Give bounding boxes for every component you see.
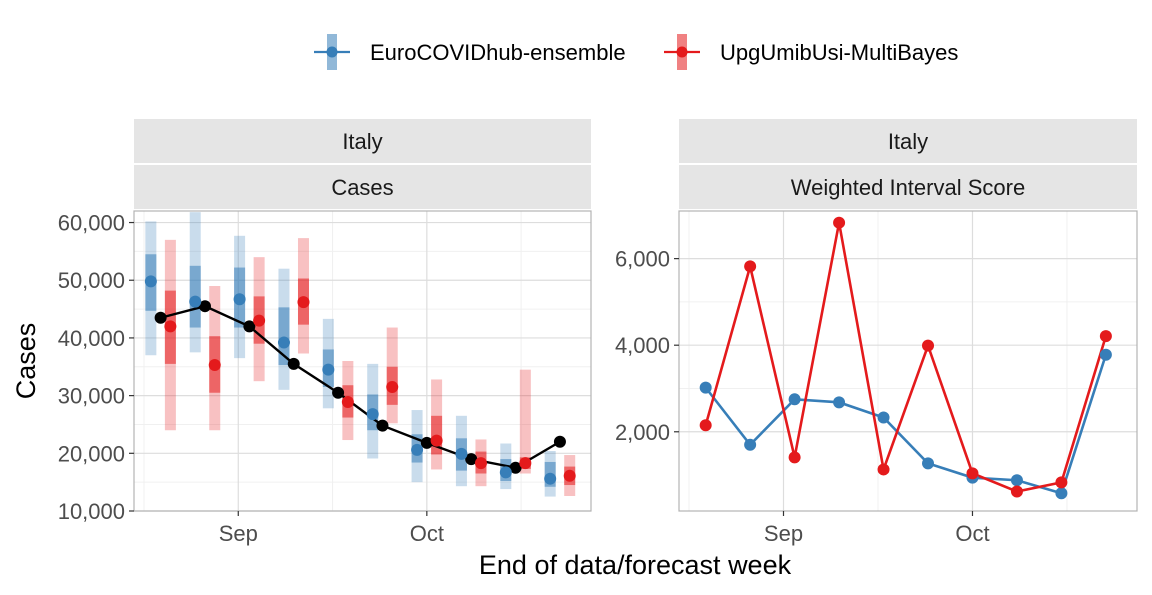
x-tick-label: Sep [764,521,803,546]
legend-label-multibayes: UpgUmibUsi-MultiBayes [720,40,958,65]
observed-point [198,300,211,313]
inner-interval-ensemble [278,307,290,366]
strip-bottom-wis-label: Weighted Interval Score [791,175,1025,200]
median-point-ensemble [455,447,468,460]
median-point-ensemble [499,466,512,479]
median-point-multibayes [253,314,266,327]
strip-bottom-wis [679,165,1137,209]
median-point-multibayes [164,320,177,333]
score-point-multibayes [699,419,712,432]
median-point-multibayes [297,296,310,309]
score-point-multibayes [877,463,890,476]
score-point-multibayes [788,451,801,464]
median-point-ensemble [144,275,157,288]
score-point-ensemble [1055,487,1068,500]
y-tick-label: 4,000 [615,333,670,358]
score-points-wis [699,216,1112,500]
legend-key-multibayes-point [676,46,688,58]
plot-border-cases [133,210,592,512]
median-point-multibayes [208,359,221,372]
y-axis-title-cases: Cases [11,323,41,400]
median-points-cases [144,275,576,485]
median-point-multibayes [563,469,576,482]
score-point-ensemble [699,381,712,394]
plot-border-wis [678,210,1138,512]
observed-point [154,311,167,324]
median-point-ensemble [366,408,379,421]
score-point-ensemble [788,393,801,406]
strip-top-cases-label: Italy [342,129,382,154]
y-tick-label: 40,000 [58,326,125,351]
strip-top-wis [679,119,1137,163]
score-point-multibayes [833,216,846,229]
y-tick-label: 2,000 [615,420,670,445]
median-point-multibayes [519,457,532,470]
median-point-multibayes [341,395,354,408]
grid-wis [679,211,1137,511]
observed-line [160,304,561,469]
median-point-ensemble [277,336,290,349]
plot-area-wis [679,211,1137,511]
score-point-ensemble [877,411,890,424]
outer-interval-multibayes [519,369,531,474]
median-point-ensemble [411,443,424,456]
x-axis-wis: Sep Oct [764,511,990,546]
strip-bottom-cases-label: Cases [331,175,393,200]
score-point-multibayes [1099,330,1112,343]
score-point-ensemble [1010,474,1023,487]
x-tick-label: Oct [410,521,444,546]
y-tick-label: 50,000 [58,268,125,293]
observed-point [509,461,522,474]
observed-series-cases [154,300,566,474]
observed-point [465,453,478,466]
panel-wis: Italy Weighted Interval Score 2,000 4,000… [615,119,1138,546]
median-point-multibayes [430,434,443,447]
y-tick-label: 20,000 [58,441,125,466]
observed-point [332,386,345,399]
panel-cases: Italy Cases 10,000 20,000 30,000 40,000 50,0… [11,119,592,546]
legend-item-ensemble: EuroCOVIDhub-ensemble [314,34,626,70]
strip-top-cases [134,119,591,163]
y-axis-wis: 2,000 4,000 6,000 [615,247,679,445]
score-point-multibayes [966,467,979,480]
y-tick-label: 60,000 [58,211,125,236]
legend-item-multibayes: UpgUmibUsi-MultiBayes [664,34,958,70]
strip-bottom-cases [134,165,591,209]
observed-point [243,320,256,333]
median-point-ensemble [189,295,202,308]
score-point-multibayes [1010,485,1023,498]
observed-point [376,419,389,432]
median-point-ensemble [322,363,335,376]
score-point-multibayes [1055,476,1068,489]
x-axis-cases: Sep Oct [219,511,444,546]
x-axis-title: End of data/forecast week [479,550,792,580]
score-point-multibayes [744,260,757,273]
score-point-ensemble [833,396,846,409]
y-axis-cases: 10,000 20,000 30,000 40,000 50,000 60,000 [58,211,134,524]
y-tick-label: 30,000 [58,384,125,409]
median-point-ensemble [233,293,246,306]
legend-label-ensemble: EuroCOVIDhub-ensemble [370,40,626,65]
score-point-multibayes [922,339,935,352]
y-tick-label: 10,000 [58,499,125,524]
legend: EuroCOVIDhub-ensemble UpgUmibUsi-MultiBa… [314,34,958,70]
median-point-multibayes [474,457,487,470]
score-point-ensemble [744,438,757,451]
observed-point [287,357,300,370]
score-lines-wis [704,222,1108,495]
y-tick-label: 6,000 [615,247,670,272]
median-point-ensemble [544,472,557,485]
x-tick-label: Oct [955,521,989,546]
legend-key-ensemble-point [326,46,338,58]
score-line-multibayes [704,222,1108,493]
strip-top-wis-label: Italy [888,129,928,154]
median-point-multibayes [386,380,399,393]
score-point-ensemble [1099,348,1112,361]
observed-point [420,436,433,449]
observed-point [553,435,566,448]
score-point-ensemble [922,457,935,470]
x-tick-label: Sep [219,521,258,546]
